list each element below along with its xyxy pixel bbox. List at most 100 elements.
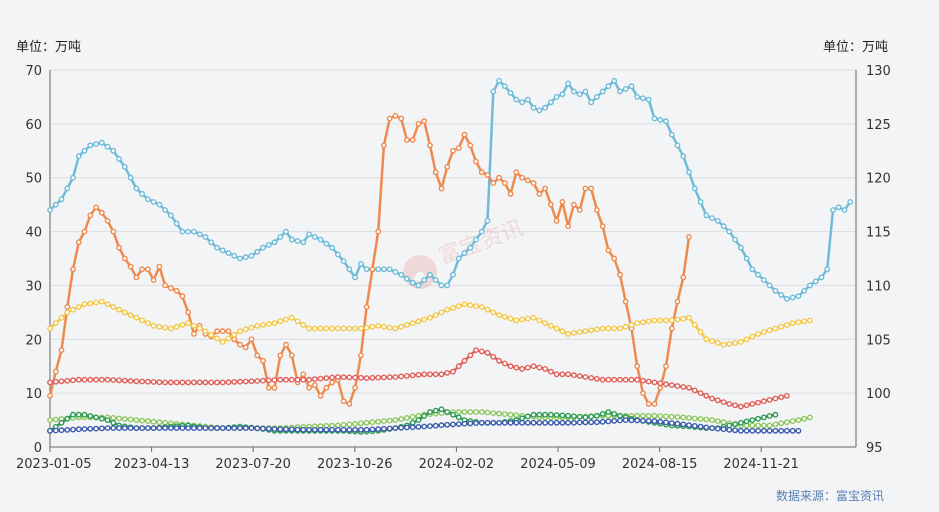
data-point [714,397,721,404]
data-point [386,417,393,424]
data-point [605,83,612,90]
data-point [617,88,623,95]
data-point [64,377,71,384]
data-point [421,371,428,378]
data-point [501,313,508,320]
data-point [190,322,197,329]
data-point [162,379,169,386]
data-point [709,215,715,222]
data-point [795,417,802,423]
data-point [260,377,266,384]
data-point [594,412,600,419]
data-point [346,400,353,407]
data-point [484,349,491,356]
data-point [605,418,612,425]
data-point [536,364,543,371]
data-point [116,425,123,431]
data-point [225,335,232,342]
data-point [605,247,612,254]
data-point [352,426,358,433]
data-point [70,266,76,273]
data-point [265,242,272,248]
data-point [726,228,733,235]
data-point [98,415,105,422]
data-point [599,223,606,230]
data-point [720,426,727,433]
data-point [651,412,658,419]
data-point [507,90,514,96]
data-point [467,420,474,427]
data-point [807,317,813,324]
data-point [300,321,307,328]
data-point [565,223,571,230]
data-point [691,415,698,422]
series-1 [47,112,692,407]
data-point [548,201,554,208]
data-point [392,325,399,332]
data-point [409,413,416,420]
data-point [484,409,491,416]
data-point [323,384,330,391]
left-tick-label: 40 [25,226,42,241]
data-point [841,207,848,213]
data-point [438,422,445,429]
data-point [352,384,358,391]
data-point [311,376,318,382]
data-point [121,416,128,422]
data-point [691,185,698,192]
data-point [738,339,744,345]
data-point [64,309,71,316]
data-point [628,321,635,328]
data-point [611,325,618,332]
data-point [634,376,641,383]
data-point [490,353,497,360]
data-point [116,415,123,422]
data-point [340,426,347,433]
data-point [340,325,347,332]
data-point [87,425,94,432]
data-point [645,400,652,407]
data-point [127,378,134,384]
data-point [432,407,439,414]
data-point [47,379,53,386]
data-point [507,315,514,322]
data-point [594,94,600,100]
data-point [634,417,641,424]
data-point [156,263,163,270]
data-point [709,338,715,344]
data-point [127,263,134,270]
data-point [761,398,767,405]
data-point [668,413,675,420]
data-point [104,301,111,308]
data-point [139,266,146,273]
data-point [450,368,456,375]
data-point [755,427,761,434]
data-point [473,347,479,353]
data-point [179,228,186,235]
data-point [743,255,750,262]
data-point [87,300,94,307]
data-point [110,419,117,426]
data-point [93,414,100,421]
data-point [421,277,428,283]
data-point [150,277,157,283]
data-point [144,196,151,203]
data-point [300,239,307,246]
data-point [392,269,399,275]
data-point [352,374,358,381]
left-tick-label: 0 [34,441,42,456]
data-point [242,425,249,431]
data-point [415,371,422,378]
data-point [47,207,53,213]
data-point [622,298,629,305]
data-point [542,411,548,418]
data-point [755,330,761,337]
data-point [190,228,197,235]
data-point [548,368,554,375]
data-point [219,339,226,345]
data-point [225,379,232,386]
data-point [300,371,307,378]
data-point [352,274,358,281]
data-point [496,419,502,426]
data-point [697,390,704,396]
